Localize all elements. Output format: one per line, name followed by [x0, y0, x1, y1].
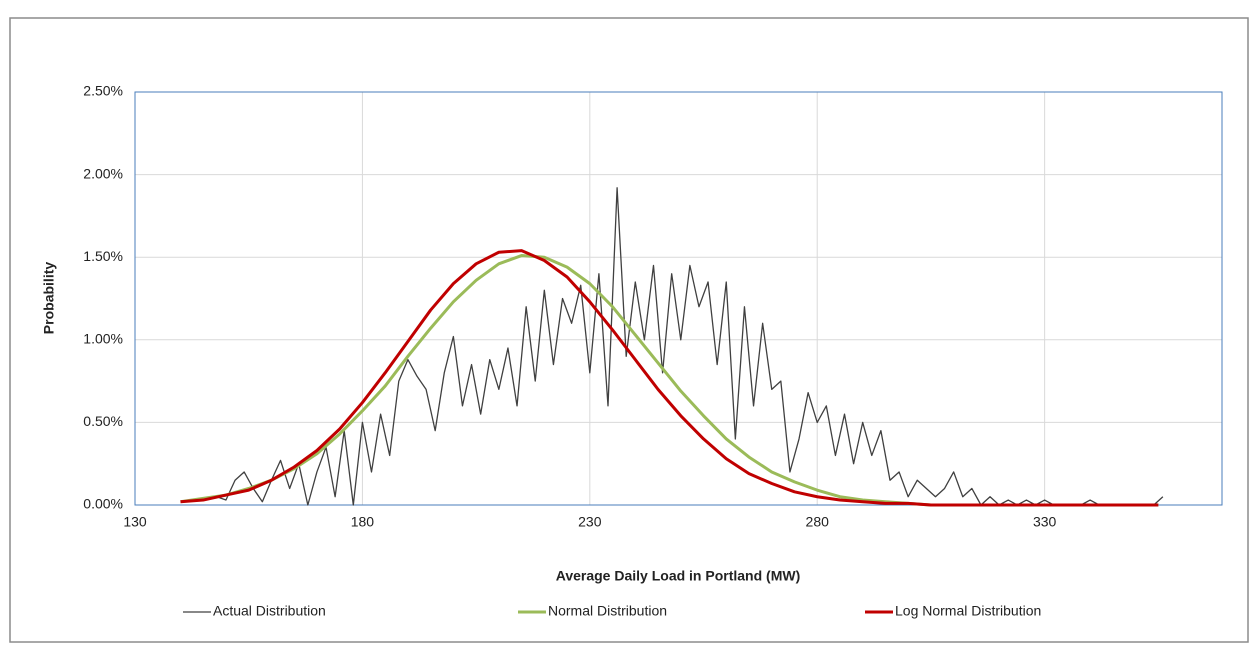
plot-border — [134, 91, 1223, 506]
y-axis-title: Probability — [41, 262, 57, 335]
series-line — [180, 249, 1159, 507]
x-tick-label: 180 — [351, 514, 375, 530]
x-axis-title: Average Daily Load in Portland (MW) — [556, 568, 801, 584]
legend-label: Normal Distribution — [548, 603, 667, 619]
legend-label: Actual Distribution — [213, 603, 326, 619]
series-line — [216, 187, 1164, 506]
legend-label: Log Normal Distribution — [895, 603, 1041, 619]
y-tick-label: 2.50% — [83, 83, 123, 99]
y-tick-label: 1.00% — [83, 331, 123, 347]
x-tick-label: 130 — [123, 514, 147, 530]
x-tick-label: 230 — [578, 514, 602, 530]
y-tick-label: 2.00% — [83, 165, 123, 181]
y-tick-label: 1.50% — [83, 248, 123, 264]
x-tick-label: 330 — [1033, 514, 1057, 530]
y-tick-label: 0.00% — [83, 496, 123, 512]
y-tick-label: 0.50% — [83, 413, 123, 429]
x-tick-label: 280 — [806, 514, 830, 530]
